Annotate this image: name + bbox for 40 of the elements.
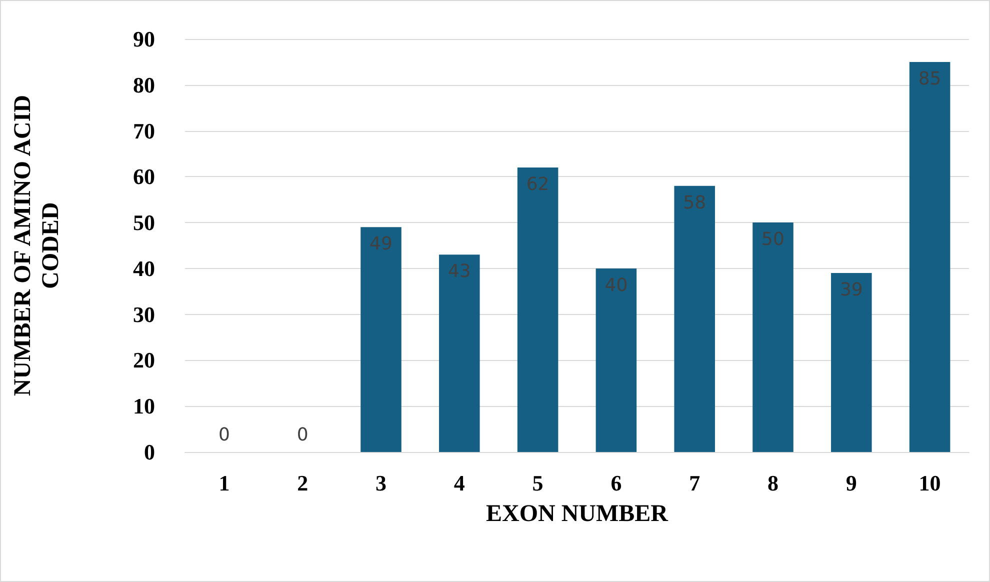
y-axis-title: NUMBER OF AMINO ACID CODED [10,94,64,396]
data-label: 0 [296,424,308,446]
bar [596,268,637,452]
x-tick-label: 10 [918,470,941,496]
x-tick-label: 6 [610,470,622,496]
y-tick-label: 70 [133,118,155,144]
data-label: 58 [683,192,706,214]
x-axis-title: EXON NUMBER [486,501,669,527]
data-label: 40 [604,274,628,296]
bar [752,222,794,452]
y-tick-label: 0 [144,440,155,464]
data-label: 85 [918,68,942,90]
y-tick-label: 40 [133,256,155,281]
data-label: 43 [448,261,471,282]
x-tick-label: 9 [846,470,857,496]
data-label: 50 [762,229,784,250]
x-tick-label: 2 [297,470,308,496]
y-tick-label: 20 [133,348,155,373]
data-label: 0 [218,424,230,446]
bar [517,167,558,452]
y-tick-label: 50 [133,210,155,236]
y-tick-label: 10 [133,394,155,419]
x-tick-label: 5 [532,470,544,496]
y-tick-label: 80 [133,72,155,98]
bar [909,62,950,452]
x-tick-label: 7 [689,470,700,496]
y-tick-label: 30 [133,302,155,327]
y-tick-label: 60 [133,164,155,190]
data-label: 62 [526,174,550,195]
x-tick-label: 1 [218,470,230,496]
bar [831,273,872,452]
x-tick-label: 4 [454,470,465,496]
x-tick-label: 3 [376,470,386,496]
bar [674,186,715,452]
x-tick-label: 8 [768,470,778,496]
data-label: 39 [840,280,863,301]
data-label: 49 [370,234,392,255]
bar [360,227,402,452]
bar [439,254,480,452]
y-tick-label: 90 [133,26,155,52]
